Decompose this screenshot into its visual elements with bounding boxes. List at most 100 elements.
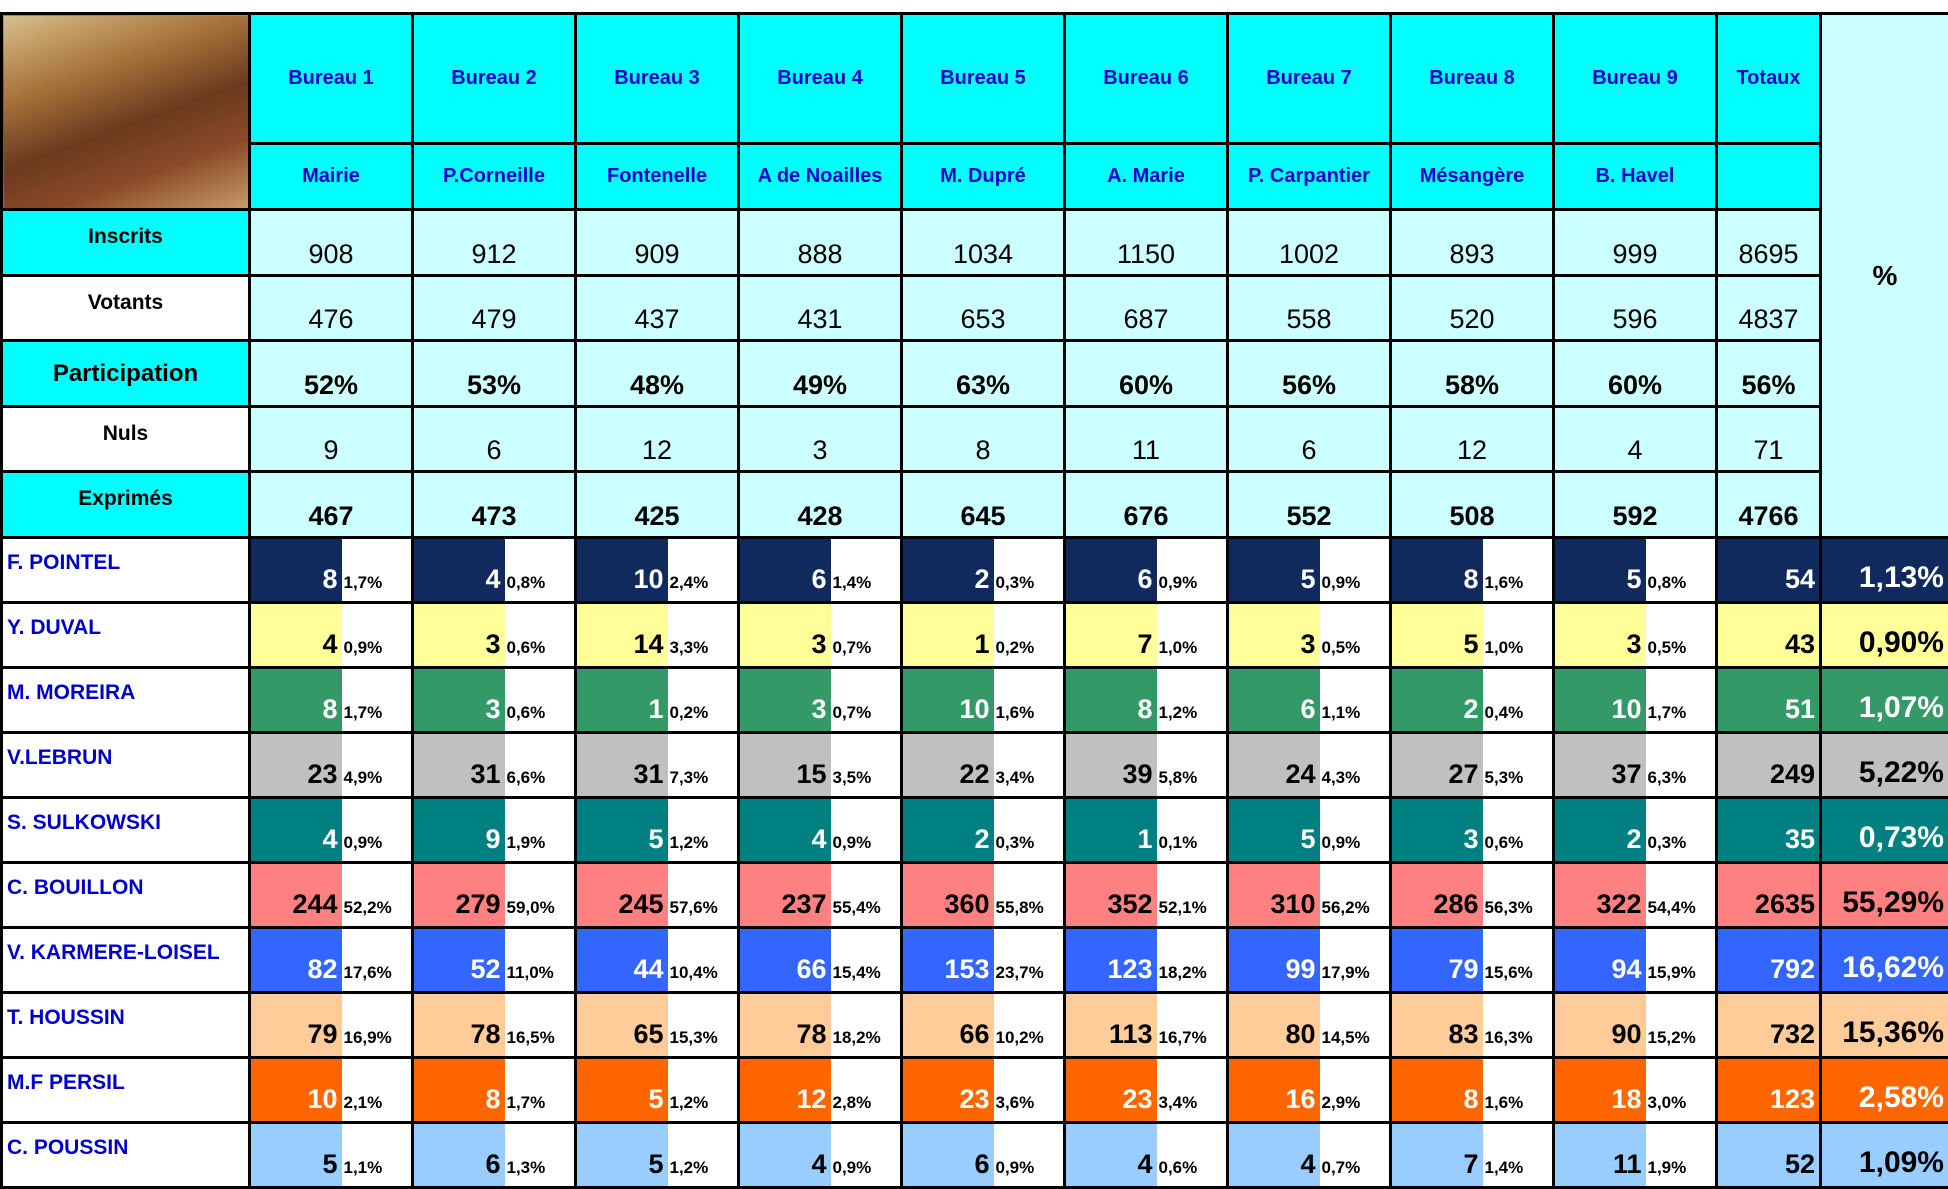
- candidate-pct: 0,7%: [831, 668, 902, 733]
- candidate-total: 54: [1717, 538, 1821, 603]
- stat-value: 63%: [902, 341, 1065, 407]
- candidate-votes: 1: [902, 603, 994, 668]
- candidate-pct: 11,0%: [505, 928, 576, 993]
- candidate-pct: 17,9%: [1320, 928, 1391, 993]
- stat-value: 676: [1065, 472, 1228, 538]
- candidate-votes: 3: [1228, 603, 1320, 668]
- stat-value: 4: [1554, 407, 1717, 472]
- stat-value: 1150: [1065, 210, 1228, 276]
- top-strip: [0, 0, 1948, 12]
- candidate-pct: 1,3%: [505, 1123, 576, 1188]
- candidate-pct: 1,6%: [1483, 1058, 1554, 1123]
- totals-header: Totaux: [1717, 14, 1821, 144]
- candidate-votes: 310: [1228, 863, 1320, 928]
- candidate-pct: 0,7%: [1320, 1123, 1391, 1188]
- candidate-votes: 5: [1228, 798, 1320, 863]
- candidate-pct: 3,5%: [831, 733, 902, 798]
- stat-value: 473: [413, 472, 576, 538]
- candidate-pct: 16,3%: [1483, 993, 1554, 1058]
- stat-value: 909: [576, 210, 739, 276]
- bureau-place: Mairie: [250, 144, 413, 210]
- bureau-label: Bureau 9: [1554, 14, 1717, 144]
- candidate-pct: 0,9%: [1157, 538, 1228, 603]
- stat-value: 508: [1391, 472, 1554, 538]
- stat-value: 60%: [1554, 341, 1717, 407]
- candidate-total-pct: 1,07%: [1821, 668, 1948, 733]
- candidate-pct: 17,6%: [342, 928, 413, 993]
- candidate-votes: 22: [902, 733, 994, 798]
- candidate-votes: 360: [902, 863, 994, 928]
- stat-label: Nuls: [2, 407, 250, 472]
- stat-value: 645: [902, 472, 1065, 538]
- bureau-label: Bureau 5: [902, 14, 1065, 144]
- candidate-name: T. HOUSSIN: [2, 993, 250, 1058]
- stat-total: 71: [1717, 407, 1821, 472]
- candidate-votes: 79: [250, 993, 342, 1058]
- stat-value: 653: [902, 276, 1065, 341]
- candidate-votes: 31: [413, 733, 505, 798]
- candidate-votes: 23: [902, 1058, 994, 1123]
- candidate-votes: 18: [1554, 1058, 1646, 1123]
- candidate-pct: 1,2%: [1157, 668, 1228, 733]
- candidate-votes: 286: [1391, 863, 1483, 928]
- candidate-votes: 5: [576, 798, 668, 863]
- candidate-pct: 5,8%: [1157, 733, 1228, 798]
- candidate-total: 792: [1717, 928, 1821, 993]
- candidate-name: C. BOUILLON: [2, 863, 250, 928]
- candidate-votes: 352: [1065, 863, 1157, 928]
- candidate-pct: 16,9%: [342, 993, 413, 1058]
- candidate-votes: 2: [1554, 798, 1646, 863]
- candidate-pct: 1,0%: [1157, 603, 1228, 668]
- candidate-total-pct: 1,09%: [1821, 1123, 1948, 1188]
- candidate-total-pct: 0,90%: [1821, 603, 1948, 668]
- bureau-place: A de Noailles: [739, 144, 902, 210]
- candidate-votes: 5: [1391, 603, 1483, 668]
- candidate-pct: 10,2%: [994, 993, 1065, 1058]
- bureau-place: Fontenelle: [576, 144, 739, 210]
- candidate-pct: 0,6%: [505, 668, 576, 733]
- candidate-total: 732: [1717, 993, 1821, 1058]
- candidate-pct: 0,2%: [668, 668, 739, 733]
- candidate-votes: 3: [1391, 798, 1483, 863]
- stat-value: 52%: [250, 341, 413, 407]
- candidate-pct: 0,9%: [1320, 538, 1391, 603]
- candidate-votes: 23: [250, 733, 342, 798]
- stat-value: 912: [413, 210, 576, 276]
- stat-value: 12: [576, 407, 739, 472]
- candidate-votes: 6: [902, 1123, 994, 1188]
- candidate-pct: 4,3%: [1320, 733, 1391, 798]
- candidate-pct: 0,5%: [1320, 603, 1391, 668]
- candidate-votes: 11: [1554, 1123, 1646, 1188]
- stat-value: 431: [739, 276, 902, 341]
- candidate-votes: 94: [1554, 928, 1646, 993]
- candidate-pct: 1,7%: [342, 668, 413, 733]
- stat-total: 56%: [1717, 341, 1821, 407]
- candidate-votes: 14: [576, 603, 668, 668]
- candidate-votes: 279: [413, 863, 505, 928]
- candidate-votes: 6: [739, 538, 831, 603]
- candidate-votes: 4: [1065, 1123, 1157, 1188]
- candidate-votes: 3: [1554, 603, 1646, 668]
- stat-total: 8695: [1717, 210, 1821, 276]
- candidate-votes: 5: [1554, 538, 1646, 603]
- candidate-votes: 3: [413, 603, 505, 668]
- candidate-name: F. POINTEL: [2, 538, 250, 603]
- candidate-pct: 0,4%: [1483, 668, 1554, 733]
- candidate-votes: 99: [1228, 928, 1320, 993]
- candidate-votes: 4: [739, 798, 831, 863]
- candidate-pct: 16,7%: [1157, 993, 1228, 1058]
- stat-value: 1034: [902, 210, 1065, 276]
- candidate-votes: 8: [250, 538, 342, 603]
- candidate-votes: 8: [1065, 668, 1157, 733]
- stat-value: 425: [576, 472, 739, 538]
- candidate-pct: 0,7%: [831, 603, 902, 668]
- candidate-total: 43: [1717, 603, 1821, 668]
- candidate-pct: 1,4%: [1483, 1123, 1554, 1188]
- bureau-place: Mésangère: [1391, 144, 1554, 210]
